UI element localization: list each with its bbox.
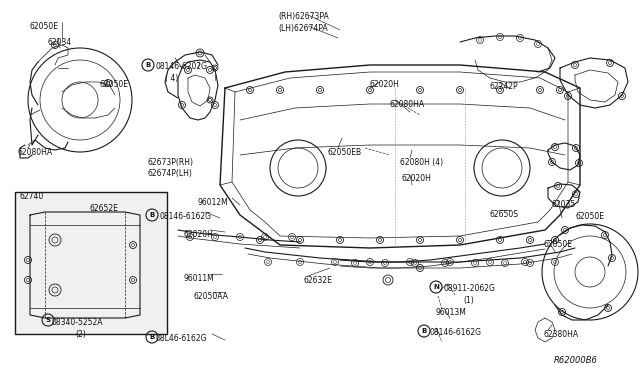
Text: B: B	[149, 334, 155, 340]
Text: 62050EB: 62050EB	[328, 148, 362, 157]
Text: 62020H: 62020H	[370, 80, 400, 89]
Text: 62652E: 62652E	[90, 204, 119, 213]
Text: (2): (2)	[75, 330, 86, 339]
Text: 62020H: 62020H	[402, 174, 432, 183]
Text: 62020H: 62020H	[183, 230, 213, 239]
Text: 62650S: 62650S	[490, 210, 519, 219]
Text: 62080H (4): 62080H (4)	[400, 158, 443, 167]
Text: 62673P(RH): 62673P(RH)	[148, 158, 194, 167]
Text: N: N	[433, 284, 439, 290]
Text: 62050E: 62050E	[543, 240, 572, 249]
Text: 62080HA: 62080HA	[18, 148, 53, 157]
Bar	[15, 192, 167, 334]
Text: 62034: 62034	[48, 38, 72, 47]
Text: B: B	[149, 212, 155, 218]
Text: 96011M: 96011M	[183, 274, 214, 283]
Text: B: B	[145, 62, 150, 68]
Text: R62000B6: R62000B6	[554, 356, 598, 365]
Text: 62740: 62740	[20, 192, 44, 201]
Text: 08911-2062G: 08911-2062G	[443, 284, 495, 293]
Text: 62050E: 62050E	[100, 80, 129, 89]
Text: ( 4): ( 4)	[165, 74, 179, 83]
Text: 08146-6162G: 08146-6162G	[160, 212, 212, 221]
Text: 62050E: 62050E	[30, 22, 59, 31]
Text: 62674P(LH): 62674P(LH)	[148, 169, 193, 178]
Text: 08146-6202G: 08146-6202G	[156, 62, 208, 71]
Text: 08146-6162G: 08146-6162G	[430, 328, 482, 337]
Text: 62242P: 62242P	[490, 82, 518, 91]
Text: 96012M: 96012M	[198, 198, 228, 207]
Text: 62050E: 62050E	[576, 212, 605, 221]
Text: 96013M: 96013M	[436, 308, 467, 317]
Text: B: B	[421, 328, 427, 334]
Text: S: S	[45, 317, 51, 323]
Text: (LH)62674PA: (LH)62674PA	[278, 24, 328, 33]
Text: 62380HA: 62380HA	[543, 330, 578, 339]
Text: 62632E: 62632E	[303, 276, 332, 285]
Text: (1): (1)	[463, 296, 474, 305]
Text: 62080HA: 62080HA	[390, 100, 425, 109]
Text: 08L46-6162G: 08L46-6162G	[155, 334, 207, 343]
Text: 62035: 62035	[552, 200, 576, 209]
Text: 08340-5252A: 08340-5252A	[52, 318, 104, 327]
Text: (RH)62673PA: (RH)62673PA	[278, 12, 329, 21]
Text: 62050AA: 62050AA	[193, 292, 228, 301]
